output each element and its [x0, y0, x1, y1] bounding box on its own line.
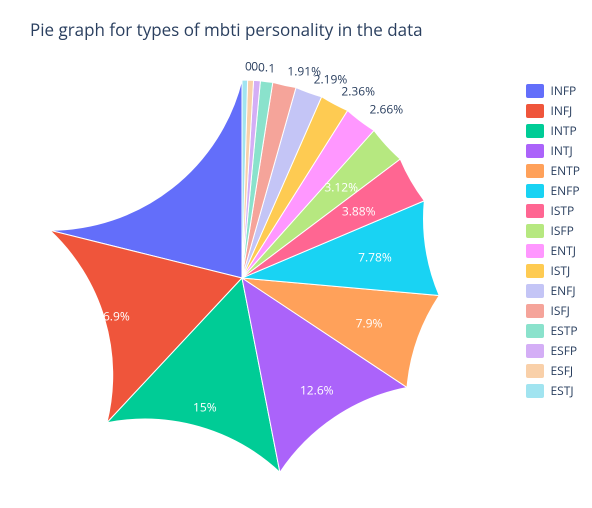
legend-item[interactable]: ESFP — [526, 342, 580, 359]
legend-item[interactable]: INFJ — [526, 102, 580, 119]
legend-item[interactable]: ENFP — [526, 182, 580, 199]
legend-swatch — [526, 224, 544, 238]
legend-label: INFJ — [550, 102, 572, 119]
legend-label: ENFP — [550, 182, 579, 199]
legend-label: INTJ — [550, 142, 572, 159]
slice-label: 0. — [245, 58, 255, 75]
legend-swatch — [526, 324, 544, 338]
legend-label: INTP — [550, 122, 576, 139]
legend-label: ISFJ — [550, 302, 569, 319]
legend-swatch — [526, 264, 544, 278]
legend-item[interactable]: INTJ — [526, 142, 580, 159]
legend-label: ESFP — [550, 342, 577, 359]
legend-item[interactable]: INTP — [526, 122, 580, 139]
legend-label: ENTP — [550, 162, 580, 179]
legend-swatch — [526, 104, 544, 118]
legend-swatch — [526, 344, 544, 358]
legend-label: ISTP — [550, 202, 574, 219]
legend-label: ESTJ — [550, 382, 573, 399]
legend-swatch — [526, 244, 544, 258]
slice-label: 1 — [268, 59, 275, 76]
legend-item[interactable]: ISFP — [526, 222, 580, 239]
legend-swatch — [526, 124, 544, 138]
legend-item[interactable]: ENTJ — [526, 242, 580, 259]
legend-item[interactable]: ISTP — [526, 202, 580, 219]
legend-label: ENTJ — [550, 242, 576, 259]
legend: INFP INFJ INTP INTJ ENTP ENFP ISTP ISFP ENTJ ISTJ… — [526, 82, 580, 402]
legend-item[interactable]: INFP — [526, 82, 580, 99]
legend-label: ISFP — [550, 222, 573, 239]
chart-title: Pie graph for types of mbti personality … — [30, 18, 423, 41]
slice-label: 0. — [251, 58, 261, 75]
legend-swatch — [526, 84, 544, 98]
legend-item[interactable]: ENFJ — [526, 282, 580, 299]
legend-label: ENFJ — [550, 282, 575, 299]
legend-label: ISTJ — [550, 262, 570, 279]
legend-label: ESTP — [550, 322, 577, 339]
legend-swatch — [526, 204, 544, 218]
legend-swatch — [526, 304, 544, 318]
legend-label: ESFJ — [550, 362, 573, 379]
legend-swatch — [526, 284, 544, 298]
legend-item[interactable]: ISFJ — [526, 302, 580, 319]
pie-chart: 21.1%16.9%15%12.6%7.9%7.78%3.88%3.12%2.6… — [42, 78, 442, 478]
slice-label: 0. — [258, 58, 268, 75]
legend-item[interactable]: ESFJ — [526, 362, 580, 379]
legend-label: INFP — [550, 82, 576, 99]
legend-item[interactable]: ENTP — [526, 162, 580, 179]
legend-item[interactable]: ISTJ — [526, 262, 580, 279]
legend-swatch — [526, 384, 544, 398]
legend-item[interactable]: ESTJ — [526, 382, 580, 399]
legend-swatch — [526, 184, 544, 198]
legend-swatch — [526, 144, 544, 158]
legend-swatch — [526, 164, 544, 178]
legend-swatch — [526, 364, 544, 378]
legend-item[interactable]: ESTP — [526, 322, 580, 339]
chart-area: Pie graph for types of mbti personality … — [0, 0, 592, 508]
